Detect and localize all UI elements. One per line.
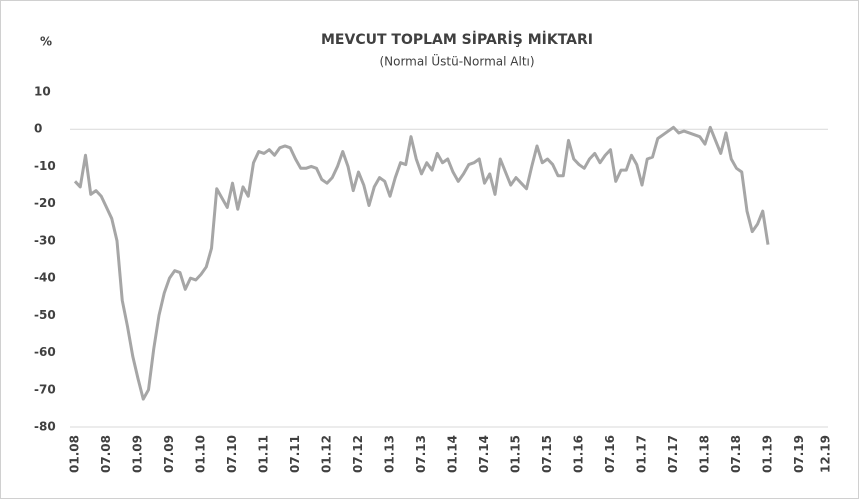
x-tick-label: 07.13 [414, 435, 428, 473]
y-tick-label: -80 [34, 420, 56, 434]
x-tick-label: 07.17 [666, 435, 680, 473]
x-tick-label: 12.19 [818, 435, 832, 473]
x-tick-label: 07.15 [540, 435, 554, 473]
x-tick-label: 07.08 [99, 435, 113, 473]
x-tick-label: 07.12 [351, 435, 365, 473]
x-tick-label: 07.10 [225, 435, 239, 473]
x-tick-label: 01.10 [194, 435, 208, 473]
x-tick-label: 01.12 [320, 435, 334, 473]
y-tick-label: -30 [34, 233, 56, 247]
x-tick-label: 01.09 [131, 435, 145, 473]
x-tick-label: 07.18 [729, 435, 743, 473]
x-tick-label: 01.16 [572, 435, 586, 473]
x-tick-label: 07.14 [477, 435, 491, 473]
x-tick-label: 01.15 [509, 435, 523, 473]
x-tick-label: 01.13 [383, 435, 397, 473]
y-tick-label: -20 [34, 196, 56, 210]
chart-title: MEVCUT TOPLAM SİPARİŞ MİKTARI [321, 31, 593, 48]
y-tick-label: 0 [34, 122, 42, 136]
x-tick-label: 07.16 [603, 435, 617, 473]
x-tick-label: 01.18 [698, 435, 712, 473]
x-tick-label: 01.17 [635, 435, 649, 473]
x-tick-label: 07.19 [792, 435, 806, 473]
x-tick-label: 07.09 [162, 435, 176, 473]
y-tick-label: -70 [34, 382, 56, 396]
y-axis-label: % [40, 35, 52, 49]
x-tick-label: 01.19 [761, 435, 775, 473]
y-tick-label: -40 [34, 271, 56, 285]
y-tick-label: -10 [34, 159, 56, 173]
x-tick-label: 01.11 [257, 435, 271, 473]
y-tick-label: 10 [34, 85, 51, 99]
x-tick-label: 01.14 [446, 435, 460, 473]
y-tick-label: -50 [34, 308, 56, 322]
data-line [73, 125, 770, 401]
x-tick-label: 01.08 [68, 435, 82, 473]
x-tick-label: 07.11 [288, 435, 302, 473]
y-tick-label: -60 [34, 345, 56, 359]
chart-subtitle: (Normal Üstü-Normal Altı) [379, 53, 534, 69]
